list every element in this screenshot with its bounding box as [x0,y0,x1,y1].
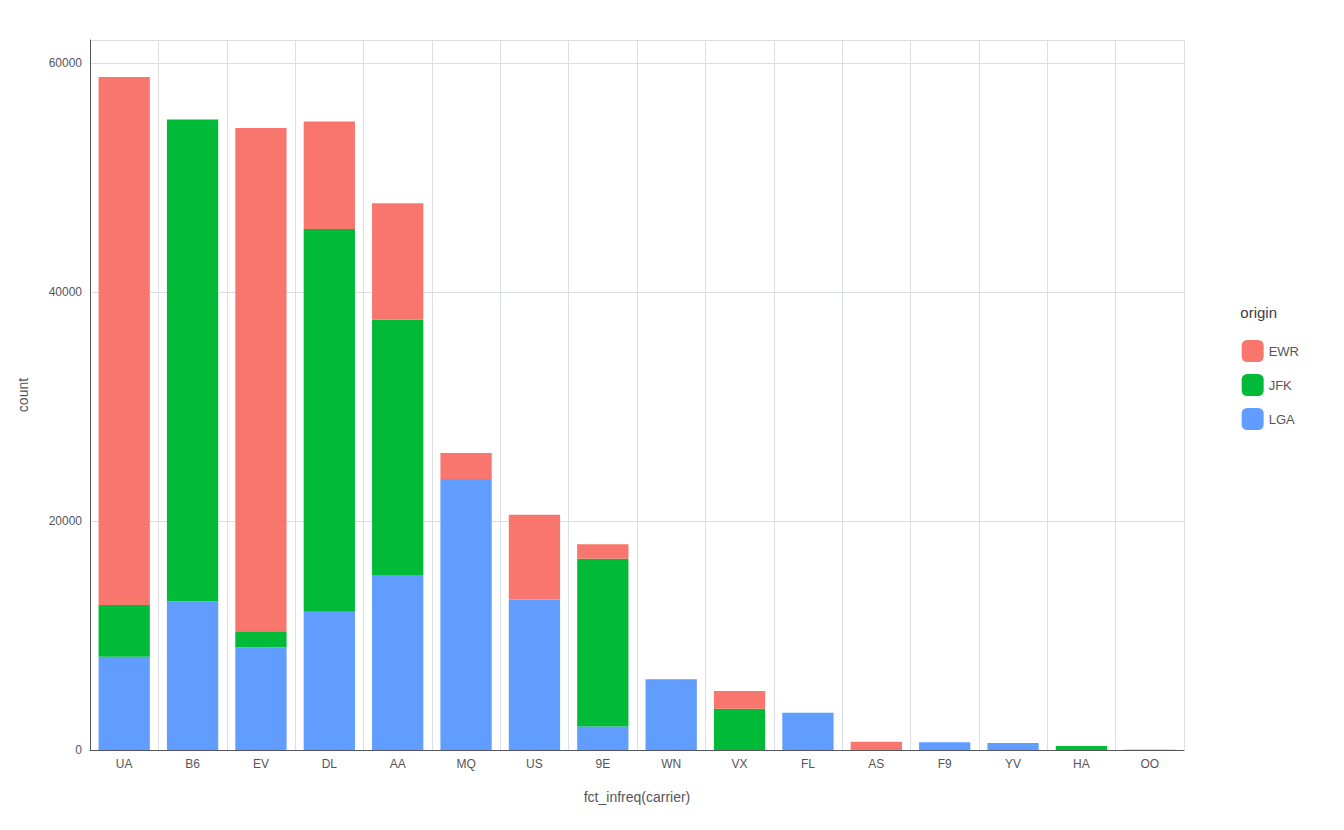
svg-text:MQ: MQ [456,757,475,771]
svg-text:40000: 40000 [49,285,83,299]
svg-text:B6: B6 [185,757,200,771]
svg-text:YV: YV [1005,757,1021,771]
svg-text:AA: AA [390,757,406,771]
svg-text:count: count [15,378,31,412]
svg-text:origin: origin [1240,304,1277,321]
svg-text:US: US [526,757,543,771]
svg-text:JFK: JFK [1269,378,1292,393]
svg-text:fct_infreq(carrier): fct_infreq(carrier) [584,789,691,805]
svg-text:EV: EV [253,757,269,771]
svg-text:LGA: LGA [1269,412,1295,427]
svg-text:UA: UA [116,757,133,771]
svg-text:F9: F9 [938,757,952,771]
svg-text:WN: WN [661,757,681,771]
svg-text:FL: FL [801,757,815,771]
svg-text:9E: 9E [595,757,610,771]
svg-text:VX: VX [732,757,748,771]
svg-text:AS: AS [868,757,884,771]
svg-text:HA: HA [1073,757,1090,771]
svg-text:20000: 20000 [49,514,83,528]
svg-text:DL: DL [322,757,338,771]
svg-text:0: 0 [75,743,82,757]
svg-text:EWR: EWR [1269,344,1299,359]
svg-text:60000: 60000 [49,56,83,70]
svg-text:OO: OO [1140,757,1159,771]
